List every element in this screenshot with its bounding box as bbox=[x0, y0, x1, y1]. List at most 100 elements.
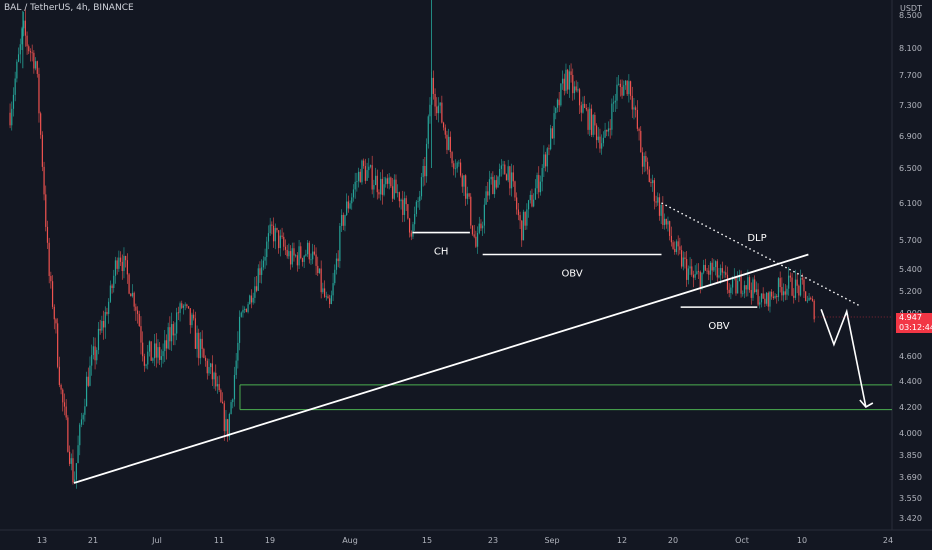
candle-body bbox=[247, 304, 249, 312]
candle-body bbox=[553, 113, 555, 139]
candle-body bbox=[451, 151, 453, 164]
candle-body bbox=[12, 94, 15, 109]
candle-body bbox=[278, 230, 280, 249]
candle-body bbox=[323, 288, 326, 297]
candle-body bbox=[696, 271, 698, 275]
candle-body bbox=[204, 357, 207, 361]
candle-body bbox=[439, 102, 441, 106]
candle-body bbox=[786, 288, 788, 295]
y-tick-label: 5.400 bbox=[899, 265, 922, 274]
candle-body bbox=[789, 275, 791, 278]
candle-body bbox=[164, 340, 166, 352]
candle-body bbox=[582, 103, 584, 113]
candle-body bbox=[361, 160, 363, 183]
candle-body bbox=[453, 163, 455, 169]
candle-body bbox=[364, 166, 366, 181]
symbol-title[interactable]: BAL / TetherUS, 4h, BINANCE bbox=[4, 3, 134, 13]
candle-body bbox=[635, 107, 637, 111]
candle-body bbox=[403, 198, 406, 215]
candle-body bbox=[657, 197, 659, 203]
candle-body bbox=[584, 103, 586, 109]
candle-body bbox=[473, 234, 475, 237]
candle-body bbox=[363, 160, 365, 167]
candle-body bbox=[303, 255, 305, 262]
candle-body bbox=[237, 342, 239, 361]
candle-body bbox=[179, 303, 181, 313]
candle-body bbox=[633, 107, 635, 110]
candle-body bbox=[402, 199, 404, 215]
candle-body bbox=[607, 128, 610, 132]
y-tick-label: 8.100 bbox=[899, 44, 922, 53]
candle-body bbox=[704, 264, 706, 271]
candle-body bbox=[143, 356, 145, 366]
candle-body bbox=[777, 278, 780, 298]
candle-body bbox=[640, 130, 642, 153]
candle-body bbox=[558, 99, 560, 106]
candle-body bbox=[641, 152, 644, 167]
candle-body bbox=[193, 314, 195, 319]
candle-body bbox=[713, 267, 715, 271]
candle-body bbox=[220, 390, 222, 402]
candle-body bbox=[488, 179, 491, 196]
candle-body bbox=[218, 384, 220, 391]
candle-body bbox=[526, 209, 528, 226]
candle-body bbox=[250, 295, 253, 303]
candle-body bbox=[468, 193, 470, 197]
candle-body bbox=[686, 259, 688, 280]
candle-body bbox=[211, 363, 213, 380]
candle-body bbox=[680, 250, 683, 267]
candle-body bbox=[330, 295, 332, 304]
candle-body bbox=[458, 162, 460, 164]
candle-body bbox=[223, 403, 225, 432]
candle-body bbox=[546, 148, 548, 167]
candle-body bbox=[50, 275, 52, 282]
candle-body bbox=[577, 89, 579, 91]
candle-body bbox=[697, 271, 700, 273]
candle-body bbox=[483, 204, 485, 226]
candle-body bbox=[252, 297, 254, 303]
candle-body bbox=[203, 348, 205, 358]
candle-body bbox=[436, 106, 438, 114]
level-label: CH bbox=[434, 247, 449, 258]
candle-body bbox=[96, 350, 98, 361]
time-axis[interactable]: 13 21 Jul 11 19 Aug 15 23 Sep 12 20 Oct 10 24 bbox=[37, 536, 893, 545]
x-tick-label: 21 bbox=[88, 536, 98, 545]
candle-body bbox=[142, 342, 144, 357]
candle-body bbox=[512, 172, 514, 182]
candle-body bbox=[663, 218, 666, 226]
candle-body bbox=[609, 128, 611, 130]
y-tick-label: 4.600 bbox=[899, 352, 922, 361]
candle-body bbox=[357, 171, 360, 182]
candle-body bbox=[118, 257, 120, 269]
candle-body bbox=[196, 332, 198, 349]
currency-unit: USDT bbox=[900, 4, 922, 13]
candle-body bbox=[80, 419, 83, 425]
candle-body bbox=[810, 297, 812, 299]
candle-body bbox=[116, 260, 118, 269]
bar-countdown: 03:12:44 bbox=[899, 323, 932, 332]
candle-body bbox=[765, 292, 768, 304]
candle-body bbox=[636, 110, 638, 129]
candle-body bbox=[347, 201, 349, 209]
candle-body bbox=[177, 312, 179, 314]
candle-body bbox=[493, 180, 496, 195]
candle-body bbox=[482, 225, 484, 229]
x-tick-label: 11 bbox=[214, 536, 224, 545]
candle-body bbox=[611, 103, 613, 130]
candle-body bbox=[288, 251, 290, 257]
candle-body bbox=[776, 295, 778, 298]
candle-body bbox=[606, 129, 608, 132]
candle-body bbox=[412, 224, 414, 237]
candle-body bbox=[388, 177, 390, 184]
candle-body bbox=[295, 255, 297, 257]
candle-body bbox=[708, 270, 710, 275]
candle-body bbox=[487, 191, 489, 196]
candle-body bbox=[385, 178, 387, 185]
candle-body bbox=[160, 356, 162, 360]
candle-body bbox=[102, 320, 105, 328]
dlp-label: DLP bbox=[747, 233, 766, 244]
candle-body bbox=[677, 241, 679, 247]
candle-body bbox=[589, 108, 591, 130]
candle-body bbox=[461, 175, 463, 187]
